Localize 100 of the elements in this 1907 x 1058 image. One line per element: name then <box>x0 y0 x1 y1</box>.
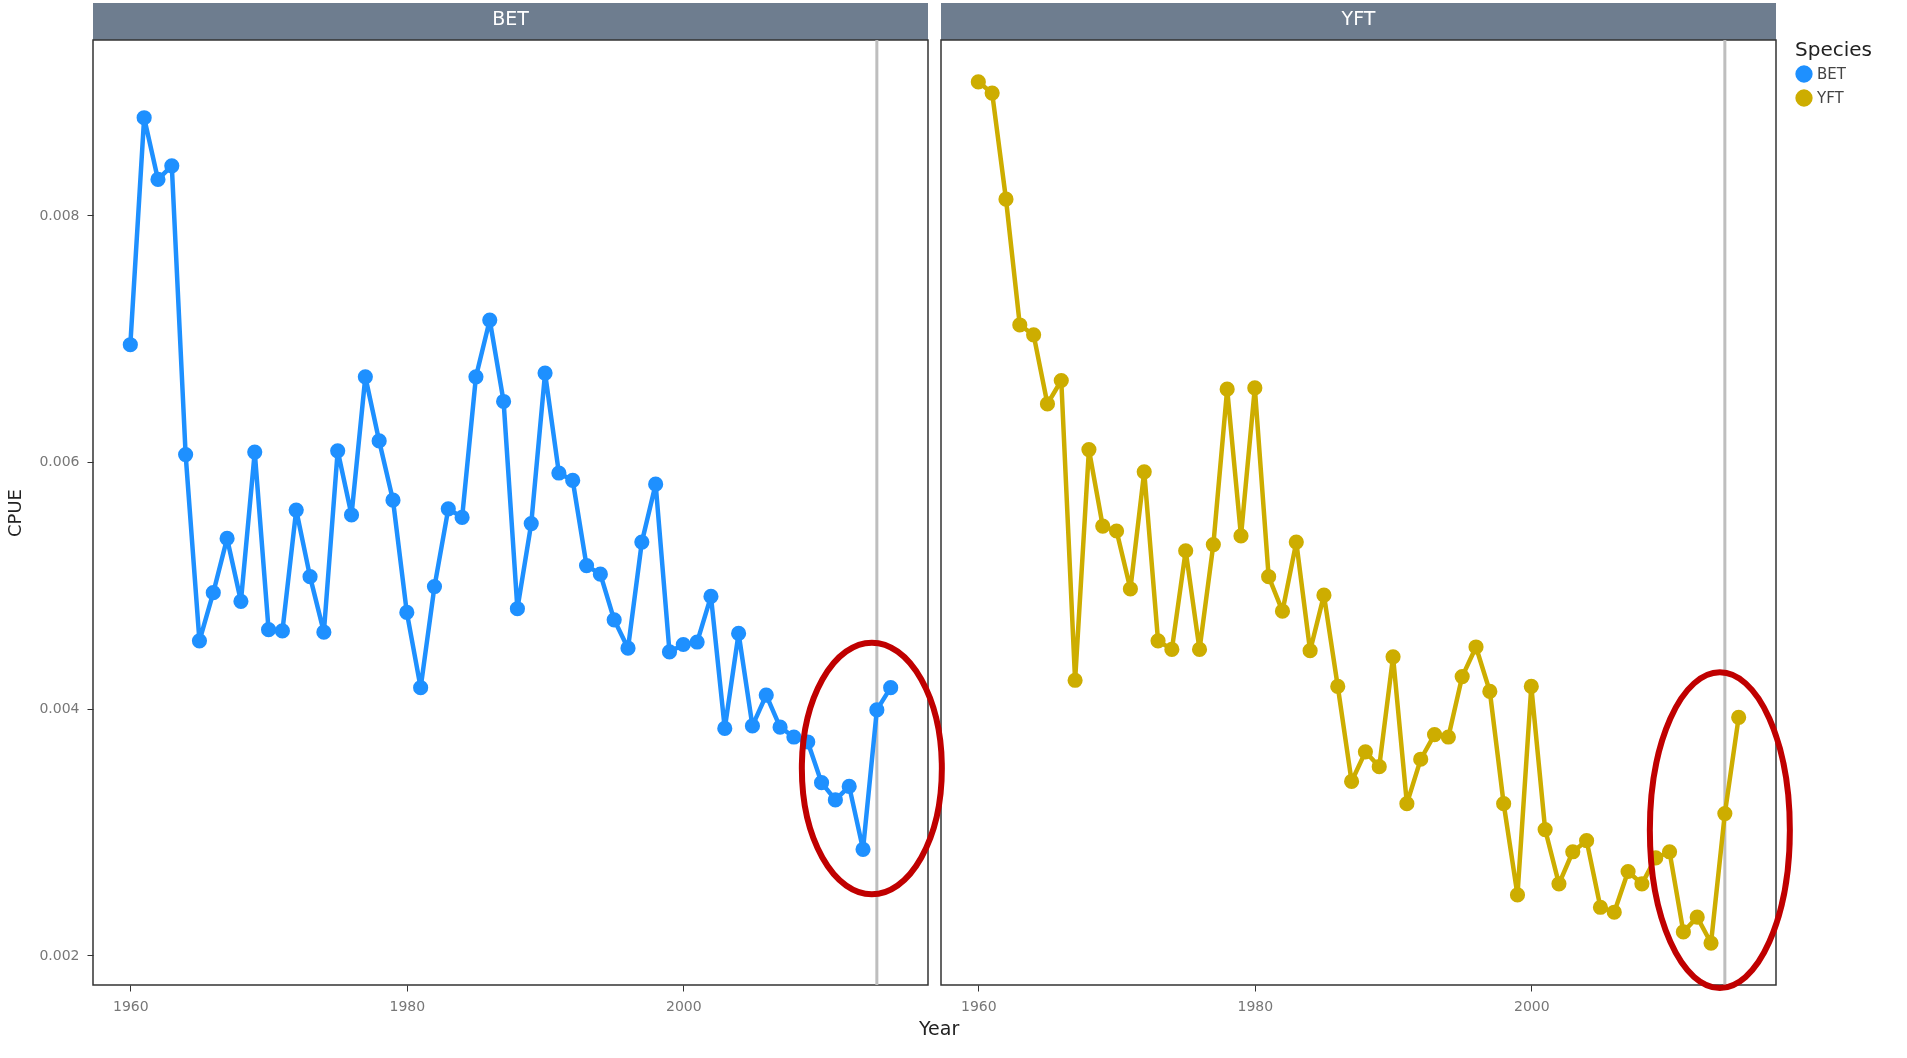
point <box>1579 833 1595 849</box>
point <box>1523 678 1539 695</box>
point <box>744 718 761 734</box>
point <box>1413 751 1429 767</box>
point <box>998 191 1014 207</box>
point <box>551 465 567 481</box>
point <box>247 444 263 460</box>
point <box>1661 844 1678 860</box>
x-tick-label: 1960 <box>113 997 149 1014</box>
point <box>440 501 456 517</box>
point <box>772 719 788 735</box>
x-tick-label: 2000 <box>1513 997 1550 1014</box>
point <box>1592 899 1609 915</box>
point <box>1178 543 1194 559</box>
x-tick-label: 1960 <box>961 997 997 1014</box>
point <box>1565 844 1581 860</box>
point <box>426 578 443 595</box>
point <box>523 516 539 532</box>
point <box>606 612 622 628</box>
point <box>970 74 986 90</box>
point <box>468 369 484 385</box>
point <box>1081 442 1097 458</box>
point <box>178 446 194 463</box>
point <box>703 588 719 604</box>
y-tick-label: 0.004 <box>39 700 80 717</box>
x-tick-label: 1980 <box>389 997 426 1014</box>
point <box>1316 587 1332 603</box>
point <box>1468 639 1484 655</box>
point <box>1689 909 1705 925</box>
point <box>592 566 608 582</box>
point <box>869 702 885 718</box>
point <box>1509 887 1526 903</box>
point <box>565 472 581 488</box>
point <box>302 569 318 585</box>
point <box>260 622 277 638</box>
point <box>1537 821 1553 838</box>
point <box>1219 381 1235 397</box>
point <box>413 680 429 696</box>
point <box>1606 904 1622 920</box>
point <box>1122 581 1138 597</box>
point <box>496 393 512 410</box>
point <box>1247 380 1263 396</box>
x-tick-label: 2000 <box>665 997 702 1014</box>
y-tick-label: 0.002 <box>39 946 80 963</box>
point <box>675 636 691 653</box>
point <box>509 601 525 617</box>
point <box>1150 633 1166 649</box>
point <box>984 85 1000 101</box>
point <box>219 530 235 546</box>
legend-label: YFT <box>1816 89 1845 107</box>
chart-title: BET <box>492 6 530 29</box>
point <box>717 720 733 736</box>
point <box>150 171 166 187</box>
legend-title: Species <box>1795 37 1872 61</box>
point <box>1675 924 1691 940</box>
point <box>1551 876 1567 892</box>
point <box>1191 641 1208 658</box>
point <box>1426 726 1443 743</box>
point <box>233 593 249 609</box>
point <box>1039 396 1056 412</box>
legend-label: BET <box>1817 65 1847 83</box>
point <box>841 778 857 794</box>
point <box>1067 672 1083 688</box>
point <box>1620 863 1636 880</box>
point <box>1053 372 1069 389</box>
y-tick-label: 0.008 <box>39 206 80 223</box>
point <box>1095 518 1111 534</box>
point <box>1302 643 1318 659</box>
point <box>1274 603 1291 619</box>
point <box>537 365 553 381</box>
point <box>1330 678 1346 695</box>
point <box>1205 537 1221 553</box>
point <box>1288 534 1304 550</box>
y-axis-title: CPUE <box>4 489 26 537</box>
point <box>288 502 304 518</box>
x-axis-title: Year <box>917 1016 960 1039</box>
point <box>1703 935 1719 951</box>
point <box>855 841 871 857</box>
point <box>371 433 387 449</box>
point <box>205 585 221 601</box>
point <box>357 369 373 385</box>
point <box>758 687 774 703</box>
point <box>122 337 138 353</box>
point <box>1399 796 1415 812</box>
point <box>191 633 208 649</box>
point <box>689 634 705 650</box>
point <box>330 443 346 459</box>
point <box>1440 729 1456 745</box>
y-tick-label: 0.006 <box>39 453 80 470</box>
point <box>1371 759 1387 775</box>
point <box>454 509 470 525</box>
point <box>827 792 843 808</box>
point <box>883 680 899 696</box>
point <box>399 604 415 620</box>
point <box>620 640 636 656</box>
chart-title: YFT <box>1340 6 1376 29</box>
point <box>1482 683 1498 699</box>
point <box>1233 528 1249 544</box>
point <box>1136 464 1152 480</box>
point <box>1108 523 1125 539</box>
